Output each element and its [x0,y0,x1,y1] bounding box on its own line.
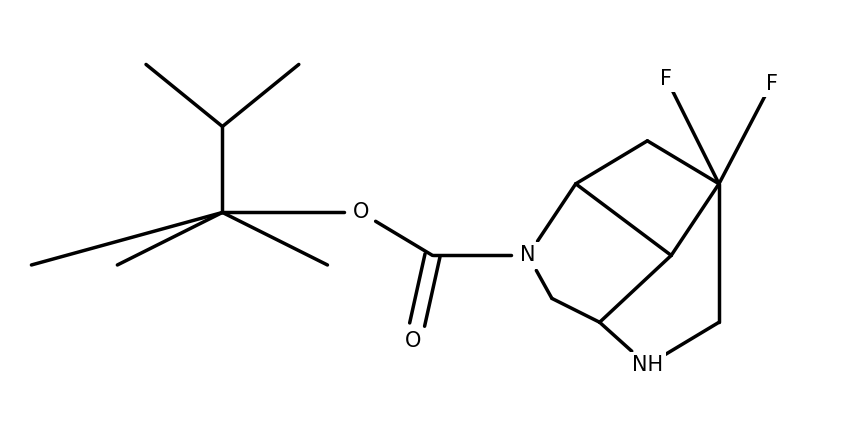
Text: F: F [766,74,778,94]
Text: NH: NH [631,355,663,375]
Text: O: O [405,331,421,351]
Text: O: O [353,202,369,222]
Text: F: F [661,69,672,89]
Text: N: N [520,246,535,266]
